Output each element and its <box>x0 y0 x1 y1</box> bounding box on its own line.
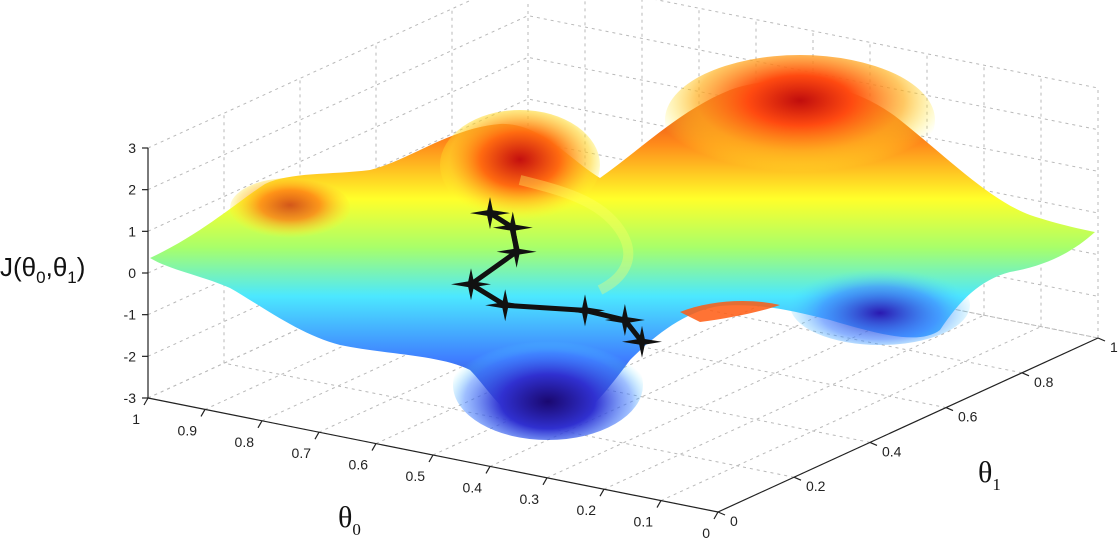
z-tick-label: -2 <box>124 348 137 364</box>
y-tick-mark <box>869 441 878 446</box>
z-tick-label: 3 <box>128 140 136 156</box>
y-tick-mark <box>945 407 954 412</box>
x-tick-mark <box>656 500 662 508</box>
theta1-axis-ticks: 0 0.2 0.4 0.6 0.8 1 <box>717 337 1118 529</box>
x-tick-mark <box>371 443 377 451</box>
y-tick-mark <box>717 511 726 516</box>
y-tick-mark <box>1097 337 1106 342</box>
y-tick-label: 0.6 <box>958 409 978 425</box>
x-tick-label: 0.5 <box>406 468 426 484</box>
x-tick-label: 0.4 <box>463 479 483 495</box>
x-tick-label: 0.1 <box>634 514 654 530</box>
x-tick-mark <box>314 431 320 440</box>
grid-line <box>603 314 985 490</box>
grid-line <box>223 362 795 478</box>
z-tick-label: 1 <box>128 223 136 239</box>
y-tick-label: 1 <box>1110 339 1118 355</box>
descent-step-marker <box>451 268 491 301</box>
z-tick-label: 0 <box>128 265 136 281</box>
theta0-axis-ticks: 1 0.9 0.8 0.7 0.6 0.5 0.4 0.3 0.2 0.1 0 <box>132 397 719 539</box>
x-tick-label: 0 <box>702 525 710 539</box>
x-tick-mark <box>542 477 548 486</box>
y-tick-label: 0.8 <box>1034 374 1054 390</box>
cost-surface <box>150 55 1095 440</box>
z-axis-ticks: -3 -2 -1 0 1 2 3 <box>124 140 148 406</box>
grid-line <box>147 0 1099 149</box>
descent-step-marker <box>485 289 526 322</box>
descent-step-marker <box>492 211 533 244</box>
gradient-descent-path <box>451 197 662 358</box>
z-tick-label: 2 <box>128 182 136 198</box>
x-tick-label: 0.6 <box>349 457 369 473</box>
z-axis-label: J(θ0,θ1) <box>0 252 85 287</box>
x-tick-mark <box>599 488 605 497</box>
x-tick-mark <box>143 397 149 406</box>
descent-step-marker <box>604 304 645 336</box>
descent-step-marker <box>496 235 537 268</box>
z-tick-label: -1 <box>124 307 137 323</box>
y-tick-mark <box>793 476 802 481</box>
x-tick-label: 0.8 <box>235 434 255 450</box>
x-axis-label: θ0 <box>338 501 361 539</box>
x-tick-mark <box>200 409 206 417</box>
x-tick-mark <box>428 454 434 463</box>
x-tick-mark <box>485 466 491 474</box>
x-tick-label: 0.7 <box>292 445 312 461</box>
y-tick-label: 0.4 <box>882 443 902 459</box>
x-tick-label: 0.2 <box>577 502 597 518</box>
x-tick-label: 0.9 <box>178 422 198 438</box>
x-tick-mark <box>257 420 263 429</box>
x-tick-label: 1 <box>132 411 140 427</box>
descent-step-marker <box>470 197 510 230</box>
y-tick-mark <box>1021 372 1030 377</box>
descent-step-marker <box>622 325 662 358</box>
x-tick-label: 0.3 <box>520 491 540 507</box>
y-tick-label: 0 <box>730 513 738 529</box>
descent-step-marker <box>565 294 605 327</box>
y-tick-label: 0.2 <box>806 478 826 494</box>
z-tick-label: -3 <box>124 390 137 406</box>
y-axis-label: θ1 <box>978 456 1001 494</box>
x-tick-mark <box>713 511 719 520</box>
